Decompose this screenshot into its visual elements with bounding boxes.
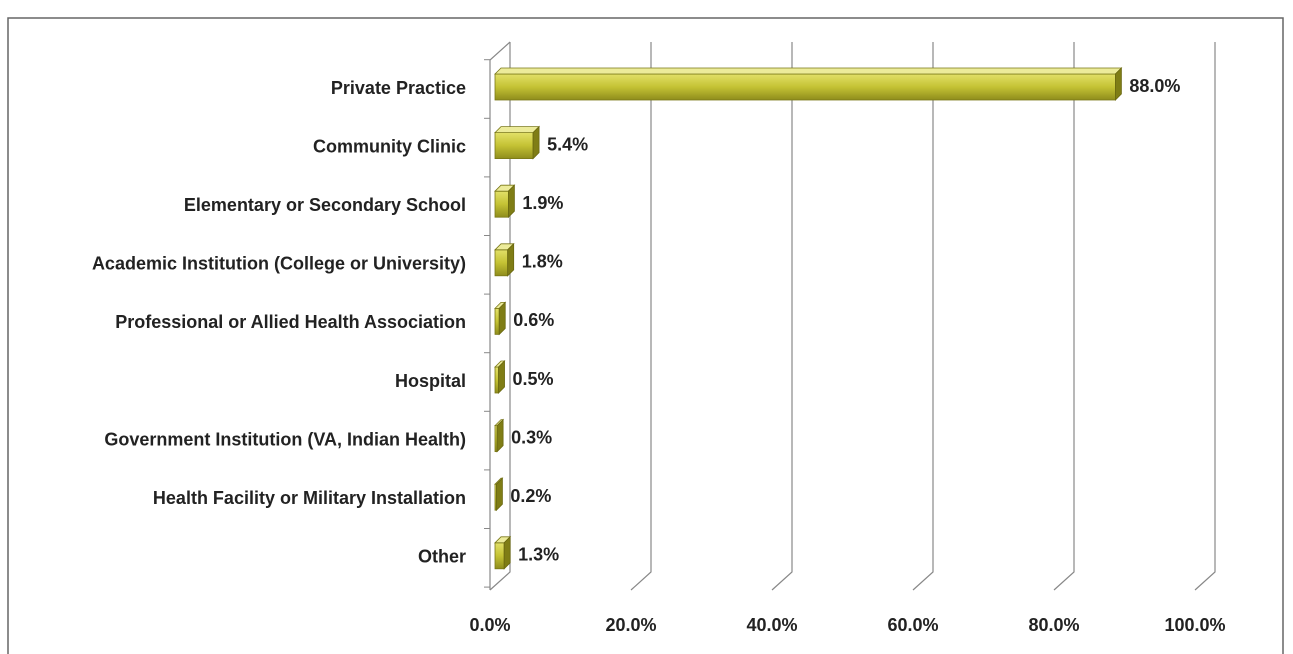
bar-face bbox=[494, 366, 499, 394]
bar bbox=[494, 535, 512, 570]
bar-face bbox=[507, 184, 515, 219]
y-tick-label: Health Facility or Military Installation bbox=[153, 488, 466, 508]
data-label: 0.2% bbox=[510, 486, 551, 506]
bar-face bbox=[494, 307, 500, 335]
bar bbox=[494, 125, 541, 160]
x-tick-label: 20.0% bbox=[605, 615, 656, 635]
data-label: 0.6% bbox=[513, 310, 554, 330]
bar-face bbox=[496, 477, 503, 512]
bar bbox=[494, 477, 504, 512]
bar bbox=[494, 242, 515, 277]
bar-face bbox=[498, 301, 506, 336]
data-label: 1.9% bbox=[522, 193, 563, 213]
data-label: 1.8% bbox=[522, 252, 563, 272]
bar-face bbox=[494, 249, 509, 277]
y-tick-label: Hospital bbox=[395, 371, 466, 391]
y-tick-label: Professional or Allied Health Associatio… bbox=[115, 312, 466, 332]
bar-face bbox=[507, 242, 515, 277]
y-tick-label: Elementary or Secondary School bbox=[184, 195, 466, 215]
data-label: 0.5% bbox=[513, 369, 554, 389]
bar bbox=[494, 67, 1123, 101]
bar-face bbox=[532, 125, 540, 160]
y-tick-label: Government Institution (VA, Indian Healt… bbox=[104, 429, 466, 449]
y-tick-label: Community Clinic bbox=[313, 136, 466, 156]
bar-face bbox=[494, 542, 505, 570]
bar bbox=[494, 418, 505, 453]
grid-line bbox=[489, 42, 511, 591]
y-tick-label: Academic Institution (College or Univers… bbox=[92, 254, 466, 274]
data-label: 0.3% bbox=[511, 427, 552, 447]
bar-face bbox=[494, 67, 1123, 75]
data-label: 1.3% bbox=[518, 545, 559, 565]
grid-line bbox=[771, 42, 793, 591]
grid-line bbox=[912, 42, 934, 591]
bar bbox=[494, 301, 507, 336]
x-tick-label: 80.0% bbox=[1028, 615, 1079, 635]
x-tick-label: 40.0% bbox=[746, 615, 797, 635]
bar-face bbox=[494, 132, 534, 160]
bar-face bbox=[496, 418, 504, 453]
grid-line bbox=[1053, 42, 1075, 591]
grid-line bbox=[630, 42, 652, 591]
bar-face bbox=[494, 73, 1116, 101]
bar-face bbox=[494, 126, 541, 133]
bar-face bbox=[494, 190, 509, 218]
grid-line bbox=[1194, 42, 1216, 591]
bar-face bbox=[498, 360, 505, 394]
chart-border bbox=[7, 17, 1284, 654]
bar bbox=[494, 360, 506, 394]
bar-face bbox=[503, 535, 511, 570]
y-tick-label: Other bbox=[418, 547, 466, 567]
data-label: 88.0% bbox=[1129, 76, 1180, 96]
x-tick-label: 60.0% bbox=[887, 615, 938, 635]
x-tick-label: 100.0% bbox=[1164, 615, 1225, 635]
data-label: 5.4% bbox=[547, 134, 588, 154]
bar-face bbox=[1115, 67, 1122, 101]
y-tick-label: Private Practice bbox=[331, 78, 466, 98]
bar bbox=[494, 184, 516, 219]
x-tick-label: 0.0% bbox=[469, 615, 510, 635]
